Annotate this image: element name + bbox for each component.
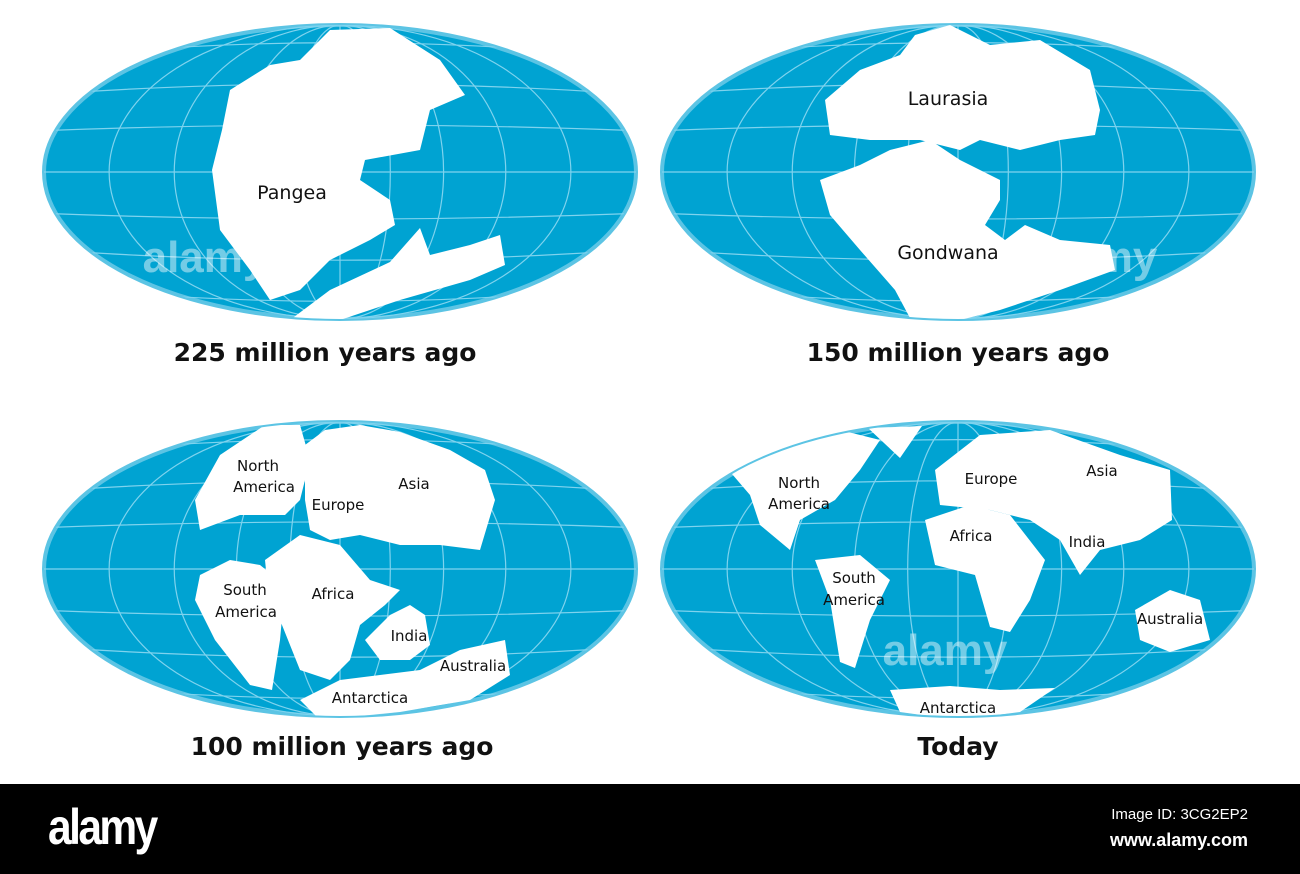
landmass-eurasia [305,425,495,550]
label-south-america-2: America [215,603,277,621]
map-100-million-years: North America Europe Asia South America … [42,420,638,761]
continental-drift-maps: alamy Pangea 225 million years ago alamy… [42,23,1256,761]
label-antarctica: Antarctica [332,689,408,707]
watermark: alamy [883,626,1008,675]
label-asia: Asia [1086,462,1117,480]
landmass-south-america [195,560,285,690]
caption-225: 225 million years ago [174,338,477,367]
label-australia: Australia [440,657,506,675]
landmass-africa [265,535,400,680]
watermark: alamy [1033,233,1158,282]
landmass-australia [1135,590,1210,652]
label-europe: Europe [965,470,1018,488]
label-north-america-2: America [233,478,295,496]
landmass-antarctica [890,686,1055,716]
label-africa: Africa [312,585,355,603]
landmass-south-america [815,555,890,668]
image-id: Image ID: 3CG2EP2 [1111,806,1248,823]
site-url: www.alamy.com [1109,830,1248,850]
label-india: India [1069,533,1106,551]
landmass-laurasia [825,25,1100,150]
label-pangea: Pangea [257,182,327,204]
landmass-gondwana [820,140,1115,319]
landmass-greenland [868,426,922,458]
label-north-america-2: America [768,495,830,513]
label-south-america-1: South [223,581,267,599]
landmass-north-america [720,430,880,550]
label-gondwana: Gondwana [897,242,998,264]
landmass-india [365,605,430,660]
map-225-million-years: alamy Pangea 225 million years ago [42,23,638,367]
landmass-australia-antarctica [300,640,510,716]
map-150-million-years: alamy Laurasia Gondwana 150 million year… [660,23,1256,367]
label-india: India [391,627,428,645]
caption-today: Today [917,732,998,761]
alamy-logo: alamy [48,799,158,855]
label-south-america-2: America [823,591,885,609]
watermark: alamy [143,233,268,282]
label-australia: Australia [1137,610,1203,628]
caption-150: 150 million years ago [807,338,1110,367]
parallel [44,249,636,261]
label-africa: Africa [950,527,993,545]
label-antarctica: Antarctica [920,699,996,717]
parallel [662,646,1254,658]
landmass-eurasia [935,430,1172,575]
landmass-africa [925,505,1045,632]
label-asia: Asia [398,475,429,493]
caption-100: 100 million years ago [191,732,494,761]
landmass-north-america [195,425,310,530]
footer-bar: alamy Image ID: 3CG2EP2 www.alamy.com [0,784,1300,874]
label-south-america-1: South [832,569,876,587]
label-europe: Europe [312,496,365,514]
label-laurasia: Laurasia [908,88,989,110]
map-today: alamy North America Europe Asia Africa I… [660,420,1256,761]
label-north-america-1: North [778,474,820,492]
label-north-america-1: North [237,457,279,475]
landmass-pangea [212,28,505,319]
